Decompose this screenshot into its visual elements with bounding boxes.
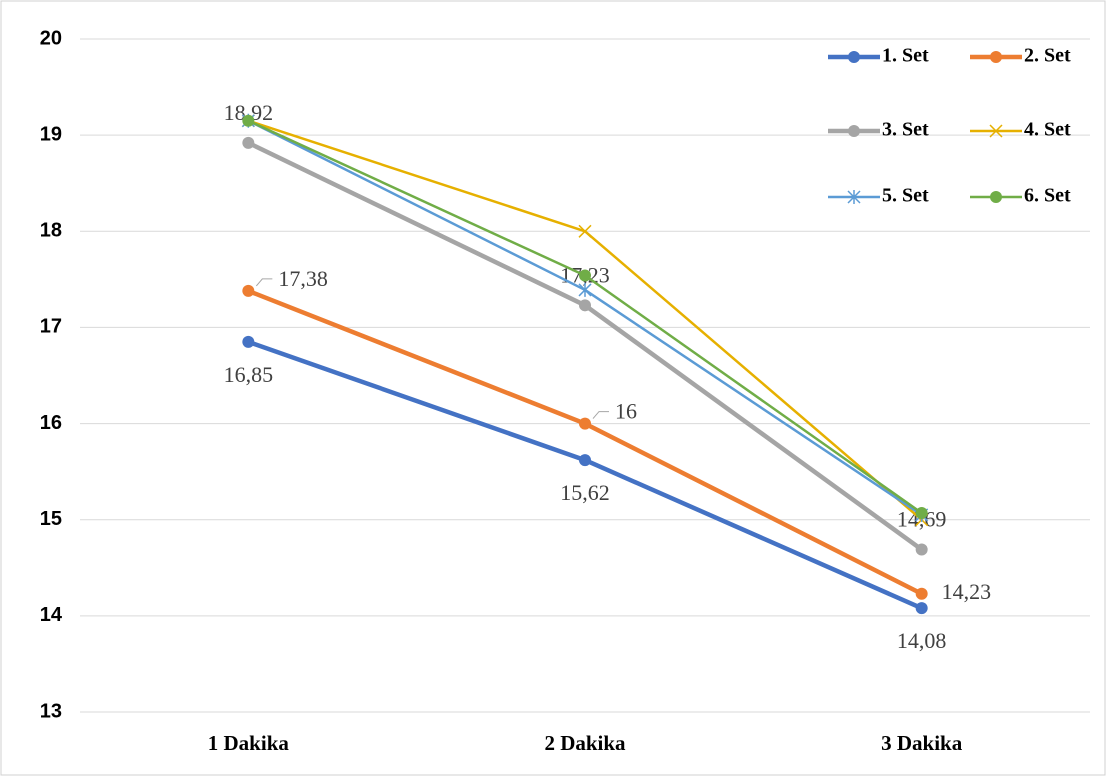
point — [848, 125, 860, 137]
x-tick-label: 1 Dakika — [208, 731, 290, 755]
x-tick-label: 2 Dakika — [544, 731, 626, 755]
y-tick-label: 20 — [40, 27, 62, 49]
data-label: 16 — [615, 399, 637, 424]
y-tick-label: 15 — [40, 508, 62, 530]
legend-item: 2. Set — [970, 45, 1071, 67]
legend-item: 6. Set — [970, 185, 1071, 207]
series: 17,38 16 14,23 — [242, 266, 991, 604]
y-tick-label: 13 — [40, 700, 62, 722]
series — [242, 114, 928, 519]
point — [989, 124, 1003, 138]
point — [579, 454, 591, 467]
point — [578, 282, 592, 297]
leader-line — [592, 411, 609, 419]
y-tick-label: 18 — [40, 220, 62, 242]
legend-label: 2. Set — [1024, 45, 1071, 67]
legend-item: 3. Set — [828, 119, 929, 141]
x-tick-label: 3 Dakika — [881, 731, 963, 755]
legend-item: 4. Set — [970, 119, 1071, 141]
legend-label: 4. Set — [1024, 119, 1071, 141]
point — [579, 269, 591, 282]
data-label: 16,85 — [224, 362, 274, 387]
point — [848, 51, 860, 63]
data-label: 14,08 — [897, 628, 947, 653]
legend-item: 5. Set — [828, 185, 929, 207]
point — [915, 543, 928, 556]
y-tick-label: 19 — [40, 123, 62, 145]
point — [578, 224, 592, 238]
data-label: 14,23 — [942, 579, 992, 604]
point — [242, 335, 255, 348]
point — [242, 284, 255, 297]
y-tick-label: 17 — [40, 316, 62, 338]
legend-label: 3. Set — [882, 119, 929, 141]
point — [847, 190, 861, 204]
point — [915, 587, 928, 600]
legend-label: 6. Set — [1024, 185, 1071, 207]
point — [579, 299, 591, 312]
legend-label: 5. Set — [882, 185, 929, 207]
series: 16,85 15,62 14,08 — [224, 335, 947, 653]
legend-item: 1. Set — [828, 45, 929, 67]
point — [990, 51, 1002, 63]
legend-label: 1. Set — [882, 45, 929, 67]
point — [242, 114, 255, 127]
point — [579, 417, 591, 430]
point — [990, 191, 1002, 203]
point — [915, 506, 928, 519]
y-tick-label: 14 — [40, 604, 63, 626]
point — [242, 136, 255, 149]
data-label: 15,62 — [560, 480, 610, 505]
y-tick-label: 16 — [40, 412, 62, 434]
data-label: 17,38 — [278, 266, 328, 291]
leader-line — [255, 278, 273, 287]
point — [915, 602, 928, 615]
